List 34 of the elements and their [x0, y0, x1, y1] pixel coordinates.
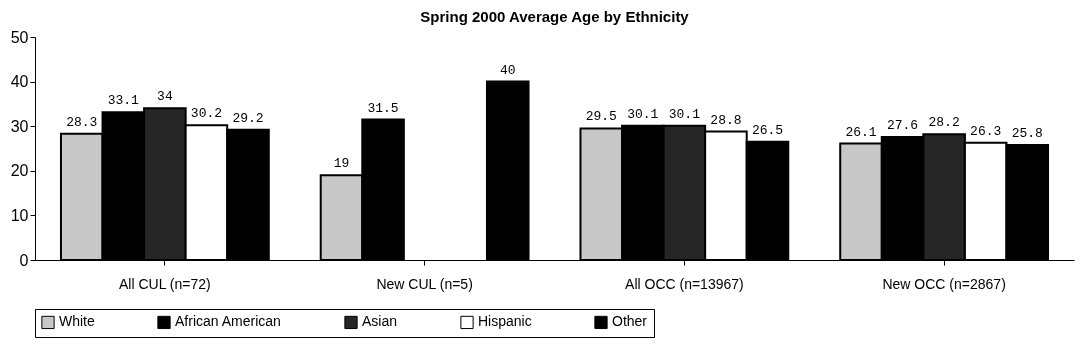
x-tick-label: All OCC (n=13967) — [625, 275, 744, 292]
chart-title: Spring 2000 Average Age by Ethnicity — [420, 8, 690, 25]
data-label: 26.3 — [970, 123, 1002, 139]
data-label: 19 — [333, 156, 350, 172]
data-label: 40 — [499, 62, 516, 78]
data-label: 29.2 — [232, 110, 264, 126]
data-label: 30.2 — [190, 106, 223, 122]
y-tick-label: 20 — [10, 162, 29, 180]
legend-label: Other — [612, 313, 648, 330]
data-label: 31.5 — [367, 100, 399, 116]
legend-label: African American — [175, 313, 281, 330]
x-tick-label: All CUL (n=72) — [119, 275, 211, 292]
legend-label: White — [59, 313, 95, 330]
y-tick-label: 30 — [10, 117, 29, 135]
data-label: 26.1 — [845, 124, 877, 140]
data-label: 34 — [157, 89, 173, 105]
legend-label: Hispanic — [478, 313, 532, 330]
data-label: 28.2 — [928, 115, 960, 131]
y-tick-label: 40 — [10, 73, 29, 91]
data-label: 30.1 — [627, 106, 659, 122]
data-label: 27.6 — [886, 117, 919, 133]
legend-label: Asian — [362, 313, 398, 330]
x-tick-label: New OCC (n=2867) — [882, 275, 1006, 292]
data-label: 25.8 — [1011, 125, 1043, 141]
data-label: 33.1 — [107, 93, 140, 109]
y-tick-label: 0 — [19, 251, 29, 269]
data-label: 30.1 — [668, 106, 701, 122]
x-tick-label: New CUL (n=5) — [376, 275, 473, 292]
data-label: 28.8 — [710, 112, 742, 128]
data-label: 28.3 — [66, 114, 98, 130]
data-label: 26.5 — [751, 122, 784, 138]
data-label: 29.5 — [585, 109, 617, 125]
y-tick-label: 10 — [10, 206, 29, 224]
y-tick-label: 50 — [10, 28, 29, 46]
